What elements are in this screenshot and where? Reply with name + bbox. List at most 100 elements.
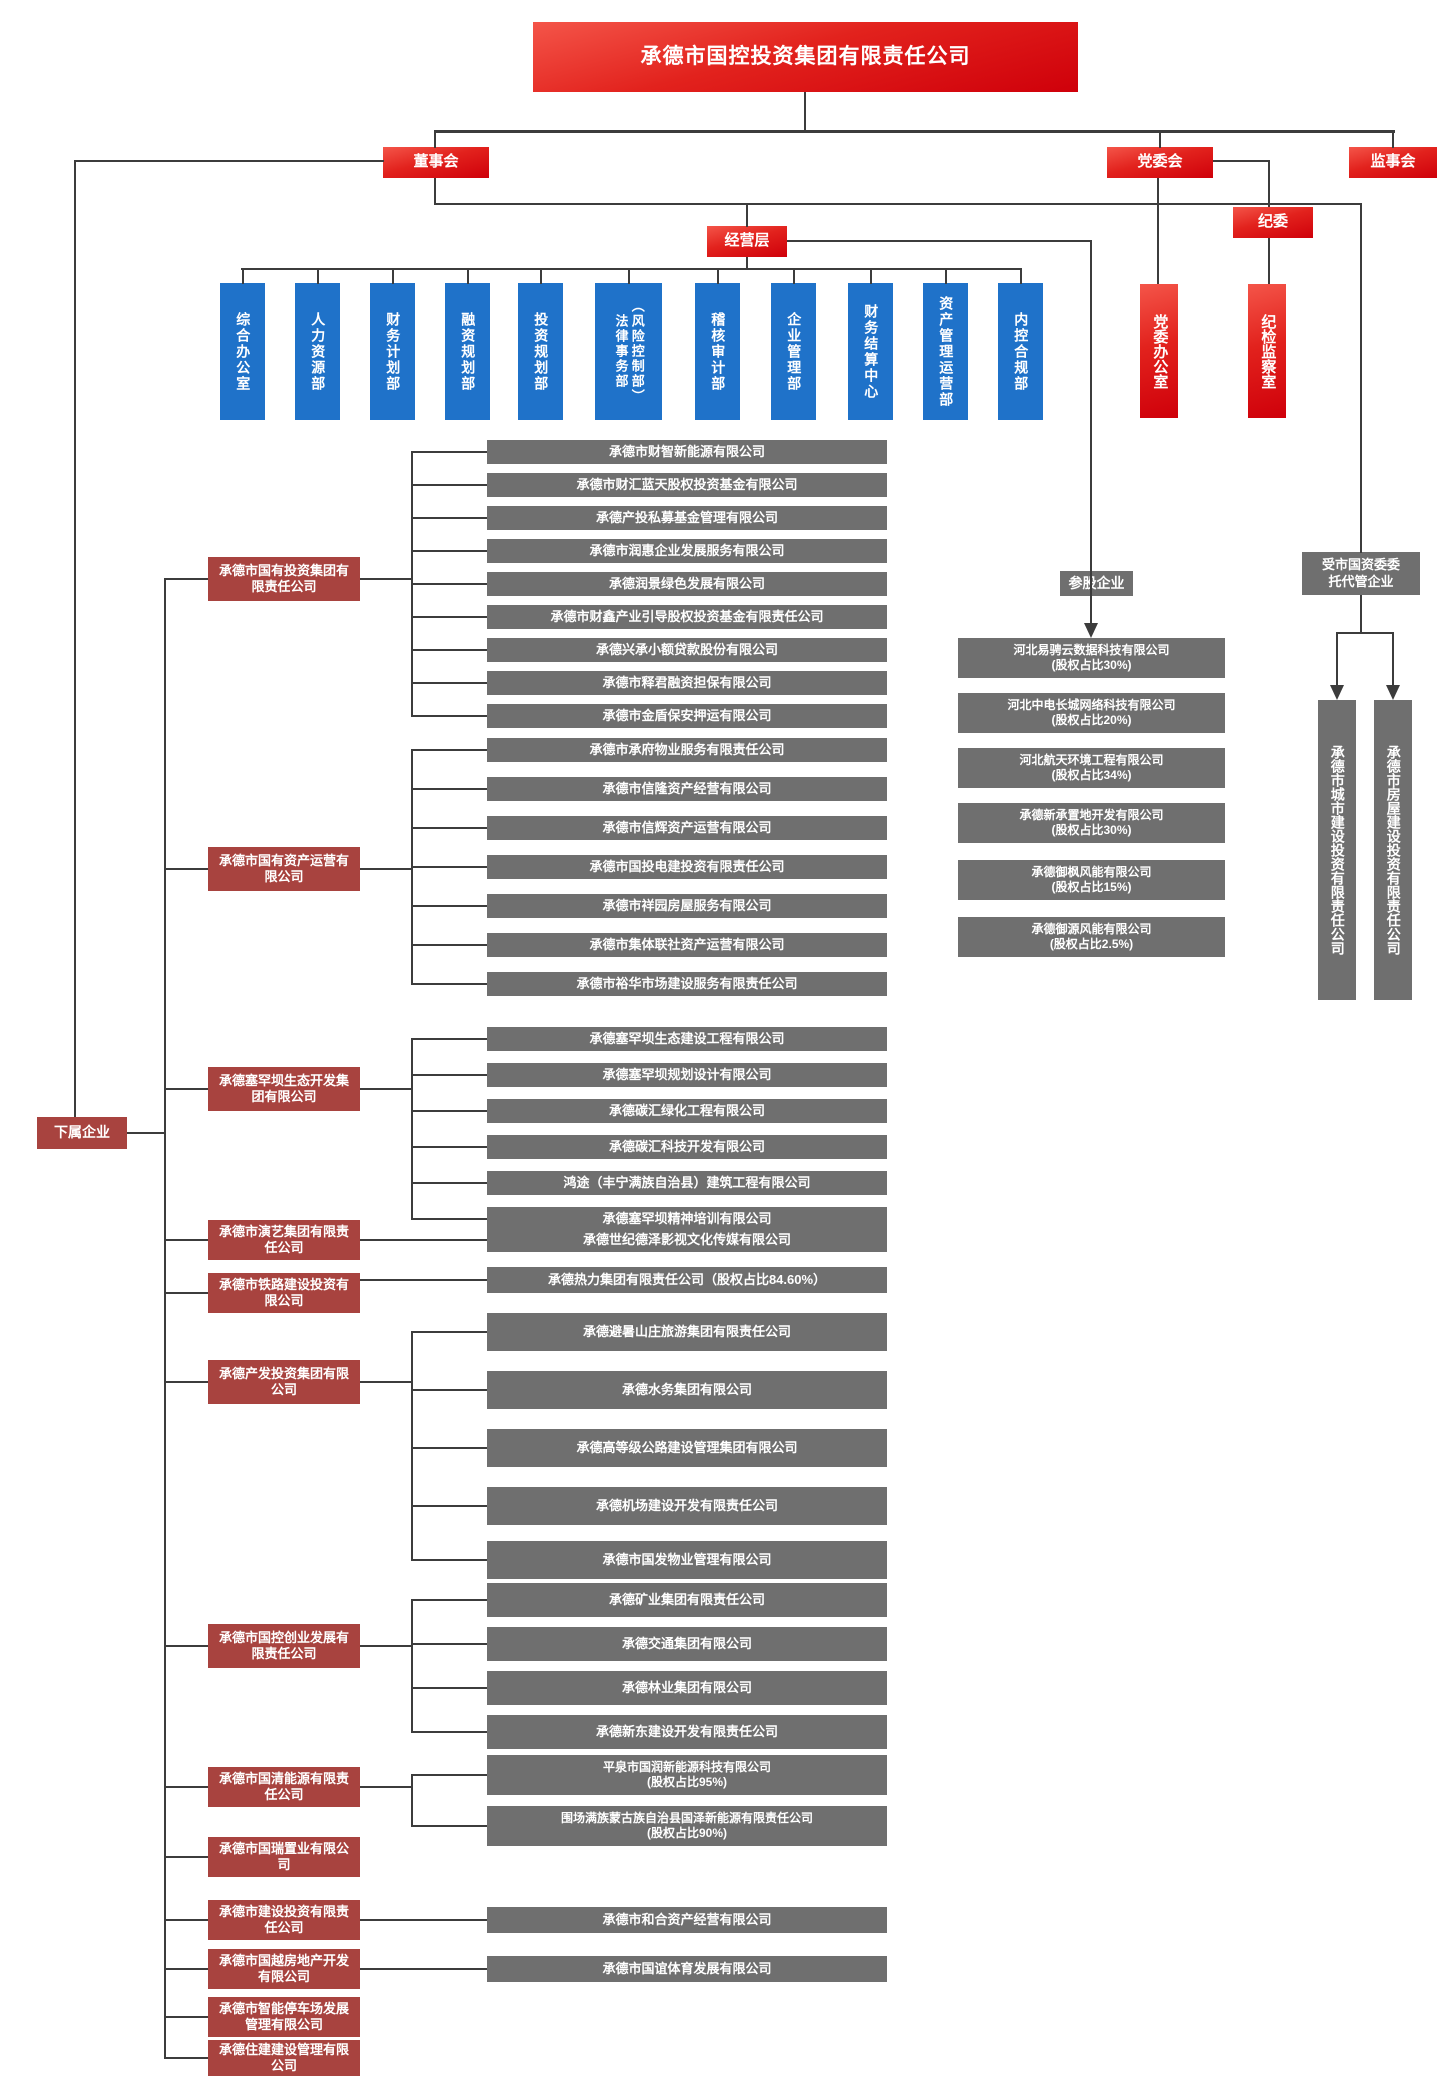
subsidiary-parent-10: 承德市国越房地产开发有限公司 [208, 1949, 360, 1989]
equity-company-name: 承德御源风能有限公司 [1031, 922, 1152, 936]
department-6: 稽核审计部 [695, 283, 740, 420]
connector-line [391, 268, 394, 284]
entrusted-company-1: 承德市房屋建设投资有限责任公司 [1374, 700, 1412, 1000]
connector-line [411, 1731, 487, 1733]
connector-line [411, 1559, 487, 1561]
subsidiary-company: 承德塞罕坝精神培训有限公司 [487, 1207, 887, 1231]
equity-company-name: 河北中电长城网络科技有限公司 [1007, 698, 1176, 712]
equity-share-percent: (股权占比30%) [1051, 823, 1132, 837]
connector-line [1268, 238, 1270, 284]
equity-share-percent: (股权占比30%) [1051, 658, 1132, 672]
connector-line [360, 578, 412, 580]
connector-line [164, 1381, 208, 1383]
subsidiary-parent-9: 承德市建设投资有限责任公司 [208, 1900, 360, 1940]
subsidiary-company: 承德市国谊体育发展有限公司 [487, 1956, 887, 1982]
department-10: 内控合规部 [998, 283, 1043, 420]
connector-line [1090, 240, 1092, 624]
connector-line [434, 203, 1362, 205]
connector-line [539, 268, 542, 284]
connector-line [434, 178, 436, 205]
management-layer: 经营层 [707, 226, 787, 257]
connector-line [164, 578, 208, 580]
connector-line [360, 1279, 487, 1281]
subsidiary-company: 承德市裕华市场建设服务有限责任公司 [487, 972, 887, 996]
connector-line [1360, 203, 1362, 553]
subsidiary-company: 承德热力集团有限责任公司（股权占比84.60%） [487, 1267, 887, 1293]
entrusted-label: 受市国资委委 托代管企业 [1302, 552, 1420, 595]
connector-line [411, 1825, 487, 1827]
connector-line [411, 616, 487, 618]
connector-line [792, 268, 795, 284]
connector-line [1019, 268, 1022, 284]
connector-line [411, 866, 487, 868]
connector-line [411, 682, 487, 684]
connector-line [164, 1856, 208, 1858]
connector-line [411, 715, 487, 717]
connector-line [411, 1331, 413, 1561]
connector-line [411, 1218, 487, 1220]
subsidiary-company: 承德塞罕坝规划设计有限公司 [487, 1063, 887, 1087]
department-0: 综合办公室 [220, 283, 265, 420]
connector-line [411, 1110, 487, 1112]
subsidiary-parent-1: 承德市国有资产运营有限公司 [208, 847, 360, 891]
connector-line [241, 268, 1022, 270]
subsidiary-parent-11: 承德市智能停车场发展管理有限公司 [208, 1997, 360, 2037]
connector-line [360, 1919, 487, 1921]
department-8: 财务结算中心 [848, 283, 893, 420]
supervisory-board: 监事会 [1349, 147, 1437, 178]
subsidiary-parent-4: 承德市铁路建设投资有限公司 [208, 1273, 360, 1313]
department-3: 融资规划部 [445, 283, 490, 420]
arrow-down-icon [1084, 623, 1098, 638]
connector-line [944, 268, 947, 284]
connector-line [360, 868, 412, 870]
connector-line [746, 257, 748, 270]
subsidiary-company: 承德碳汇绿化工程有限公司 [487, 1099, 887, 1123]
connector-line [804, 92, 806, 132]
subsidiary-company: 承德产投私募基金管理有限公司 [487, 506, 887, 530]
connector-line [360, 1239, 487, 1241]
discipline-committee: 纪委 [1233, 207, 1313, 238]
connector-line [411, 583, 487, 585]
subsidiary-company: 承德碳汇科技开发有限公司 [487, 1135, 887, 1159]
connector-line [411, 1331, 487, 1333]
connector-line [411, 1038, 487, 1040]
connector-line [411, 1643, 487, 1645]
equity-company: 承德新承置地开发有限公司 (股权占比30%) [958, 803, 1225, 843]
department-7: 企业管理部 [771, 283, 816, 420]
subsidiary-company: 承德交通集团有限公司 [487, 1627, 887, 1661]
connector-line [411, 827, 487, 829]
equity-share-percent: (股权占比15%) [1051, 880, 1132, 894]
connector-line [434, 132, 436, 148]
connector-line [434, 130, 1395, 133]
connector-line [411, 1447, 487, 1449]
subsidiary-company: 承德避暑山庄旅游集团有限责任公司 [487, 1313, 887, 1351]
equity-company: 承德御枫风能有限公司 (股权占比15%) [958, 860, 1225, 900]
equity-company: 承德御源风能有限公司 (股权占比2.5%) [958, 917, 1225, 957]
connector-line [411, 905, 487, 907]
connector-line [411, 517, 487, 519]
equity-share-percent: (股权占比20%) [1051, 713, 1132, 727]
connector-line [360, 1786, 412, 1788]
subsidiary-company: 承德兴承小额贷款股份有限公司 [487, 638, 887, 662]
board-of-directors: 董事会 [383, 147, 489, 178]
connector-line [360, 1088, 412, 1090]
subsidiary-parent-0: 承德市国有投资集团有限责任公司 [208, 557, 360, 601]
subsidiary-parent-6: 承德市国控创业发展有限责任公司 [208, 1624, 360, 1668]
subsidiary-company: 承德市祥园房屋服务有限公司 [487, 894, 887, 918]
equity-share-percent: (股权占比34%) [1051, 768, 1132, 782]
department-1: 人力资源部 [295, 283, 340, 420]
connector-line [127, 1132, 166, 1134]
department-4: 投资规划部 [518, 283, 563, 420]
subsidiaries-label: 下属企业 [37, 1117, 127, 1149]
subsidiary-company: 承德机场建设开发有限责任公司 [487, 1487, 887, 1525]
connector-line [360, 1968, 487, 1970]
connector-line [316, 268, 319, 284]
subsidiary-company: 承德塞罕坝生态建设工程有限公司 [487, 1027, 887, 1051]
subsidiary-company: 承德世纪德泽影视文化传媒有限公司 [487, 1228, 887, 1252]
connector-line [164, 1968, 208, 1970]
connector-line [869, 268, 872, 284]
subsidiary-parent-7: 承德市国清能源有限责任公司 [208, 1767, 360, 1807]
connector-line [411, 550, 487, 552]
department-2: 财务计划部 [370, 283, 415, 420]
subsidiary-company: 承德市国投电建投资有限责任公司 [487, 855, 887, 879]
